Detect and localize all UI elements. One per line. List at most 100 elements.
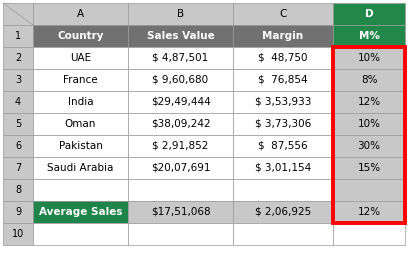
- Bar: [333, 47, 405, 69]
- Text: $  76,854: $ 76,854: [258, 75, 308, 85]
- Text: Country: Country: [57, 31, 104, 41]
- Bar: [3, 91, 33, 113]
- Bar: [333, 69, 405, 91]
- Bar: [3, 47, 33, 69]
- Bar: [33, 157, 128, 179]
- Text: France: France: [63, 75, 98, 85]
- Bar: [3, 135, 33, 157]
- Text: $29,49,444: $29,49,444: [151, 97, 210, 107]
- Text: $ 3,53,933: $ 3,53,933: [255, 97, 311, 107]
- Text: 7: 7: [15, 163, 21, 173]
- Bar: [233, 179, 333, 201]
- Bar: [3, 179, 33, 201]
- Text: 30%: 30%: [357, 141, 381, 151]
- Bar: [128, 25, 233, 47]
- Text: 5: 5: [15, 119, 21, 129]
- Bar: [233, 135, 333, 157]
- Text: 10%: 10%: [357, 53, 381, 63]
- Bar: [33, 201, 128, 223]
- Bar: [233, 25, 333, 47]
- Bar: [128, 223, 233, 245]
- Bar: [33, 47, 128, 69]
- Text: $ 2,06,925: $ 2,06,925: [255, 207, 311, 217]
- Text: Oman: Oman: [65, 119, 96, 129]
- Text: 3: 3: [15, 75, 21, 85]
- Text: UAE: UAE: [70, 53, 91, 63]
- Bar: [333, 223, 405, 245]
- Text: Average Sales: Average Sales: [39, 207, 122, 217]
- Bar: [333, 47, 405, 223]
- Bar: [33, 113, 128, 135]
- Bar: [128, 113, 233, 135]
- Text: Pakistan: Pakistan: [58, 141, 102, 151]
- Text: $ 3,01,154: $ 3,01,154: [255, 163, 311, 173]
- Bar: [3, 201, 33, 223]
- Text: Saudi Arabia: Saudi Arabia: [47, 163, 114, 173]
- Bar: [333, 179, 405, 201]
- Text: $  87,556: $ 87,556: [258, 141, 308, 151]
- Bar: [128, 3, 233, 25]
- Bar: [128, 201, 233, 223]
- Bar: [128, 91, 233, 113]
- Text: $20,07,691: $20,07,691: [151, 163, 210, 173]
- Bar: [3, 69, 33, 91]
- Bar: [3, 113, 33, 135]
- Text: 1: 1: [15, 31, 21, 41]
- Bar: [233, 113, 333, 135]
- Text: $ 4,87,501: $ 4,87,501: [152, 53, 209, 63]
- Bar: [128, 135, 233, 157]
- Text: $38,09,242: $38,09,242: [151, 119, 210, 129]
- Text: D: D: [365, 9, 373, 19]
- Text: $ 3,73,306: $ 3,73,306: [255, 119, 311, 129]
- Text: $  48,750: $ 48,750: [258, 53, 308, 63]
- Bar: [3, 157, 33, 179]
- Text: 10: 10: [12, 229, 24, 239]
- Text: $ 9,60,680: $ 9,60,680: [152, 75, 209, 85]
- Bar: [33, 25, 128, 47]
- Bar: [33, 179, 128, 201]
- Bar: [128, 69, 233, 91]
- Bar: [3, 25, 33, 47]
- Text: 8: 8: [15, 185, 21, 195]
- Text: A: A: [77, 9, 84, 19]
- Bar: [3, 223, 33, 245]
- Text: 15%: 15%: [357, 163, 381, 173]
- Text: 12%: 12%: [357, 97, 381, 107]
- Bar: [333, 135, 405, 157]
- Text: India: India: [68, 97, 93, 107]
- Bar: [128, 47, 233, 69]
- Bar: [333, 25, 405, 47]
- Bar: [33, 3, 128, 25]
- Text: B: B: [177, 9, 184, 19]
- Bar: [33, 69, 128, 91]
- Text: M%: M%: [359, 31, 379, 41]
- Bar: [233, 69, 333, 91]
- Bar: [33, 135, 128, 157]
- Bar: [233, 223, 333, 245]
- Text: 4: 4: [15, 97, 21, 107]
- Text: 6: 6: [15, 141, 21, 151]
- Text: $17,51,068: $17,51,068: [151, 207, 210, 217]
- Bar: [333, 113, 405, 135]
- Text: 12%: 12%: [357, 207, 381, 217]
- Bar: [233, 201, 333, 223]
- Bar: [333, 3, 405, 25]
- Text: Margin: Margin: [262, 31, 304, 41]
- Bar: [233, 3, 333, 25]
- Text: 10%: 10%: [357, 119, 381, 129]
- Bar: [333, 201, 405, 223]
- Bar: [233, 91, 333, 113]
- Bar: [233, 47, 333, 69]
- Bar: [333, 91, 405, 113]
- Text: $ 2,91,852: $ 2,91,852: [152, 141, 209, 151]
- Text: Sales Value: Sales Value: [147, 31, 214, 41]
- Bar: [33, 91, 128, 113]
- Bar: [233, 157, 333, 179]
- Text: 8%: 8%: [361, 75, 377, 85]
- Bar: [333, 157, 405, 179]
- Text: 2: 2: [15, 53, 21, 63]
- Bar: [128, 157, 233, 179]
- Text: 9: 9: [15, 207, 21, 217]
- Bar: [3, 3, 33, 25]
- Bar: [128, 179, 233, 201]
